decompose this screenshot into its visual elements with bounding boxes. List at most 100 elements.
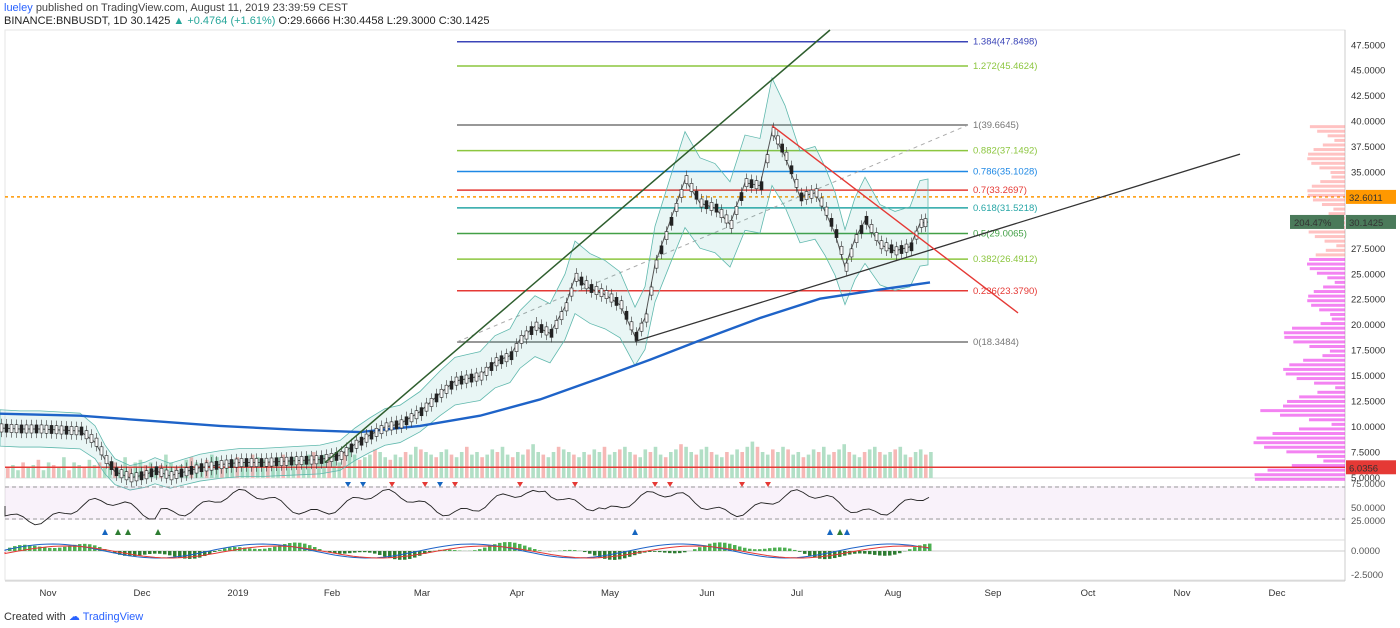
macd-histogram-bar — [758, 549, 762, 551]
candle-body — [909, 242, 914, 252]
time-tick-label: Jul — [791, 588, 803, 599]
macd-histogram-bar — [378, 551, 382, 555]
candle-body — [79, 426, 84, 436]
macd-histogram-bar — [478, 549, 482, 551]
candle-body — [759, 181, 764, 191]
trading-chart[interactable]: 47.5000 45.0000 42.5000 40.0000 37.5000 35.00… — [0, 0, 1400, 605]
macd-histogram-bar — [598, 551, 602, 558]
macd-histogram-bar — [908, 549, 912, 551]
macd-histogram-bar — [273, 546, 277, 551]
price-tick-label: 47.5000 — [1351, 40, 1385, 51]
candle-body — [739, 192, 744, 201]
candle-body — [819, 197, 824, 207]
volume-bar — [266, 462, 270, 478]
volume-bar — [918, 449, 923, 478]
macd-histogram-bar — [703, 545, 707, 551]
rsi-signal-marker — [652, 482, 658, 487]
macd-histogram-bar — [313, 547, 317, 551]
macd-histogram-bar — [383, 551, 387, 557]
volume-profile-bar — [1319, 166, 1345, 170]
volume-bar — [607, 454, 612, 478]
volume-profile-bar — [1334, 138, 1345, 142]
candle-body — [174, 470, 179, 479]
candle-body — [394, 420, 399, 430]
time-tick-label: May — [601, 588, 619, 599]
volume-bar — [689, 452, 693, 478]
macd-histogram-bar — [308, 545, 312, 551]
candle-body — [544, 326, 549, 336]
candle-body — [729, 220, 734, 229]
candle-body — [719, 209, 724, 218]
candle-body — [624, 310, 629, 320]
price-tick-label: 35.0000 — [1351, 167, 1385, 178]
macd-histogram-bar — [263, 548, 267, 551]
volume-bar — [771, 449, 775, 478]
volume-bar — [582, 452, 586, 478]
time-tick-label: Jun — [699, 588, 714, 599]
macd-histogram-bar — [853, 551, 857, 554]
candle-body — [209, 461, 214, 471]
macd-histogram-bar — [728, 543, 732, 551]
candle-body — [684, 175, 689, 184]
volume-bar — [521, 454, 525, 478]
price-tick-label: 45.0000 — [1351, 66, 1385, 77]
macd-histogram-bar — [133, 551, 137, 556]
volume-profile-bar — [1292, 326, 1345, 330]
tradingview-logo[interactable]: ☁ TradingView — [68, 611, 144, 623]
candle-body — [44, 424, 49, 434]
candle-body — [149, 468, 154, 478]
candle-body — [109, 461, 114, 470]
macd-histogram-bar — [928, 543, 932, 551]
candle-body — [39, 424, 44, 434]
candle-body — [309, 455, 314, 465]
candle-body — [224, 459, 229, 469]
candle-body — [74, 426, 79, 436]
volume-profile-bar — [1324, 239, 1345, 243]
volume-profile-bar — [1254, 477, 1345, 481]
volume-profile-bar — [1308, 418, 1345, 422]
volume-bar — [898, 446, 903, 478]
rsi-signal-marker — [115, 529, 121, 535]
macd-histogram-bar — [148, 551, 152, 555]
volume-bar — [403, 452, 408, 478]
volume-bar — [36, 459, 41, 478]
macd-histogram-bar — [608, 551, 612, 560]
volume-bar — [312, 452, 316, 478]
volume-bar — [31, 465, 36, 478]
volume-profile-bar — [1331, 317, 1345, 321]
candle-body — [189, 465, 194, 475]
volume-bar — [913, 452, 918, 478]
volume-bar — [878, 452, 882, 478]
candle-body — [574, 272, 579, 282]
fib-level-label: 0.618(31.5218) — [973, 203, 1037, 214]
candle-body — [269, 457, 274, 467]
volume-bar — [699, 449, 704, 478]
macd-histogram-bar — [38, 546, 42, 551]
macd-histogram-bar — [278, 545, 282, 551]
candle-body — [689, 183, 694, 192]
volume-bar — [97, 462, 102, 478]
fib-level-label: 0.7(33.2697) — [973, 185, 1027, 196]
macd-signal-line — [4, 545, 930, 559]
volume-bar — [725, 452, 729, 478]
macd-histogram-bar — [48, 547, 52, 551]
macd-histogram-bar — [13, 546, 17, 551]
macd-histogram-bar — [423, 551, 427, 554]
volume-profile-bar — [1314, 235, 1345, 239]
volume-bar — [602, 446, 607, 478]
volume-bar — [873, 446, 877, 478]
macd-histogram-bar — [793, 549, 797, 551]
price-tick-label: 25.0000 — [1351, 269, 1385, 280]
publisher-username[interactable]: lueley — [4, 2, 33, 14]
candle-body — [889, 244, 894, 254]
volume-bar — [220, 462, 224, 478]
candle-body — [344, 447, 349, 457]
price-tick-label: 42.5000 — [1351, 91, 1385, 102]
candle-body — [694, 190, 699, 200]
macd-histogram-bar — [178, 551, 182, 558]
macd-histogram-bar — [563, 550, 567, 551]
macd-histogram-bar — [193, 551, 197, 559]
macd-histogram-bar — [753, 549, 757, 551]
volume-bar — [842, 444, 846, 478]
volume-bar — [82, 467, 87, 478]
